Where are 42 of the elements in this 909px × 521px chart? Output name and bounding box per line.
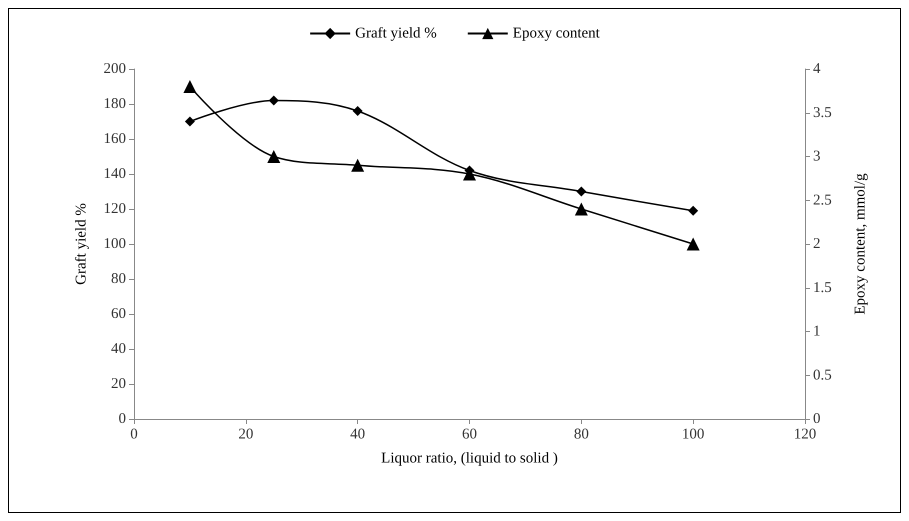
y2-tick-label: 2	[813, 236, 820, 252]
point	[267, 150, 280, 163]
y-tick-label: 140	[104, 166, 126, 182]
y2-axis-title: Epoxy content, mmol/g	[852, 172, 868, 315]
y-tick-label: 180	[104, 96, 126, 112]
point	[352, 106, 363, 116]
y2-tick-label: 0	[813, 411, 820, 427]
x-tick-label: 0	[130, 426, 138, 442]
x-tick-label: 100	[682, 426, 704, 442]
y-tick-label: 100	[104, 236, 126, 252]
y2-tick-label: 1	[813, 324, 820, 340]
point	[183, 80, 196, 93]
y-tick-label: 120	[104, 201, 126, 217]
y2-tick-label: 3.5	[813, 104, 832, 121]
point	[574, 202, 588, 216]
y-tick-label: 200	[104, 61, 126, 77]
point	[268, 96, 279, 106]
y2-tick-label: 2.5	[813, 192, 832, 208]
y-tick-label: 0	[118, 411, 126, 427]
x-tick-label: 20	[238, 426, 254, 442]
x-tick-label: 40	[350, 426, 366, 442]
x-axis-title: Liquor ratio, (liquid to solid )	[381, 450, 558, 466]
y2-tick-label: 4	[813, 61, 821, 77]
y-axis-title: Graft yield %	[74, 203, 90, 285]
point	[576, 186, 586, 196]
y-tick-label: 40	[111, 341, 126, 357]
y2-tick-label: 1.5	[813, 280, 832, 296]
y2-tick-label: 0.5	[813, 367, 832, 384]
y-tick-label: 160	[104, 131, 126, 147]
x-tick-label: 80	[574, 426, 589, 442]
y-tick-label: 20	[111, 376, 126, 392]
legend-label: Graft yield %	[355, 26, 437, 42]
point	[351, 158, 364, 172]
point	[688, 206, 698, 216]
y2-tick-label: 3	[813, 148, 820, 164]
y-tick-label: 60	[111, 306, 126, 322]
legend-label: Epoxy content	[512, 26, 601, 42]
x-tick-label: 60	[462, 426, 477, 442]
point	[686, 238, 700, 250]
x-tick-label: 120	[794, 426, 816, 442]
point	[184, 116, 195, 126]
y-tick-label: 80	[111, 271, 126, 287]
